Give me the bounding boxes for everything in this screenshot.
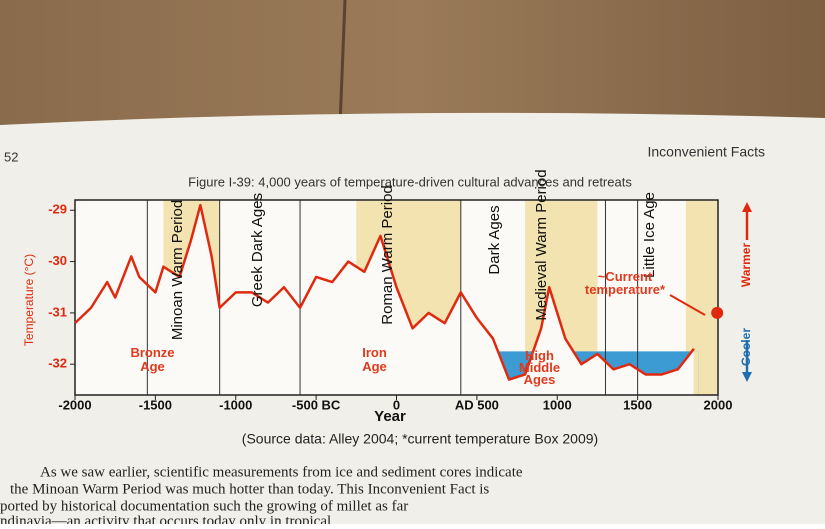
wood-seam: [338, 0, 347, 126]
warmer-arrowhead: [742, 202, 752, 212]
x-tick-label: -1000: [219, 397, 252, 412]
warmer-label: Warmer: [739, 243, 753, 288]
x-tick-label: 0: [393, 397, 400, 412]
age-label: High Middle Ages: [518, 350, 561, 387]
current-label-box: ~Current temperature*: [584, 270, 666, 297]
body-text: ndinavia—an activity that occurs today o…: [0, 513, 331, 524]
y-tick-label: -32: [48, 356, 67, 371]
body-text: the Minoan Warm Period was much hotter t…: [10, 481, 489, 497]
chart: -29 -30 -31 -32 -2000 -1500 -1000 -500 BC 0 AD 50…: [48, 199, 733, 412]
age-label-box: Iron Age: [362, 346, 387, 374]
period-label: Dark Ages: [486, 205, 503, 274]
cooler-arrowhead: [742, 372, 752, 382]
cool-band-mask: [693, 351, 699, 395]
x-tick-label: -1500: [139, 397, 172, 412]
body-text: ported by historical documentation such …: [0, 498, 408, 514]
y-axis-label: Temperature (°C): [22, 254, 36, 346]
x-tick-label: AD 500: [455, 397, 499, 412]
body-text: As we saw earlier, scientific measuremen…: [40, 464, 523, 480]
age-label: Iron Age: [362, 346, 387, 374]
x-tick-label: -2000: [58, 397, 91, 412]
x-tick-label: 1500: [623, 397, 652, 412]
period-label: Minoan Warm Period: [169, 200, 186, 340]
age-label-box: High Middle Ages: [518, 350, 561, 387]
y-tick-label: -30: [48, 253, 67, 268]
cool-band-mask: [75, 205, 694, 395]
period-label: Greek Dark Ages: [249, 193, 266, 307]
period-label: Little Ice Age: [641, 192, 658, 278]
current-label: ~Current temperature*: [584, 270, 666, 297]
current-arrow: [669, 294, 706, 316]
age-label-box: Bronze Age: [130, 346, 175, 374]
temperature-line: [74, 203, 695, 381]
y-tick-label: -31: [48, 304, 67, 319]
caption: (Source data: Alley 2004; *current tempe…: [242, 431, 598, 447]
period-label: Roman Warm Period: [379, 185, 396, 324]
page-number: 52: [4, 149, 18, 164]
x-axis-label: Year: [374, 408, 406, 425]
x-tick-label: 2000: [704, 397, 733, 412]
period-label: Medieval Warm Period: [533, 169, 550, 320]
x-tick-label: -500 BC: [292, 397, 341, 412]
chart-title: Figure I-39: 4,000 years of temperature-…: [188, 174, 632, 189]
y-tick-label: -29: [48, 202, 67, 217]
running-head: Inconvenient Facts: [647, 144, 765, 160]
age-label: Bronze Age: [130, 346, 175, 374]
current-point: [711, 306, 724, 319]
x-tick-label: 1000: [543, 397, 572, 412]
